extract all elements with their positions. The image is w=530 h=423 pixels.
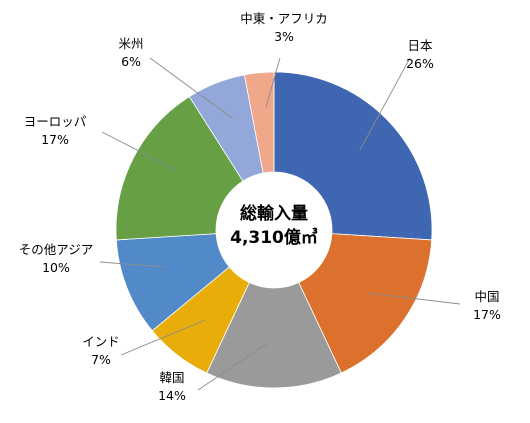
slice-name-label-1: 中国 bbox=[474, 289, 499, 304]
slice-name-label-0: 日本 bbox=[407, 38, 433, 53]
labels-layer: 日本 26% 中国 17% 韓国 14% インド 7% その他アジア 10% ヨーロッパ 17% 米州 6… bbox=[19, 11, 501, 403]
leader-line-1 bbox=[367, 292, 461, 305]
slice-name-label-5: ヨーロッパ bbox=[24, 114, 87, 129]
slice-value-label-4: 10% bbox=[42, 260, 70, 275]
leader-line-4 bbox=[99, 261, 166, 268]
slice-value-label-6: 6% bbox=[121, 54, 141, 69]
center-label-line2: 4,310億㎥ bbox=[230, 227, 318, 248]
slice-value-label-1: 17% bbox=[473, 307, 501, 322]
leader-line-0 bbox=[359, 57, 411, 151]
slice-name-label-4: その他アジア bbox=[19, 242, 94, 257]
leader-line-5 bbox=[101, 131, 179, 172]
slice-value-label-0: 26% bbox=[406, 56, 434, 71]
leader-line-2 bbox=[197, 342, 269, 391]
slice-value-label-2: 14% bbox=[158, 388, 186, 403]
slice-name-label-3: インド bbox=[82, 334, 120, 349]
slice-0 bbox=[273, 71, 433, 241]
slice-name-label-2: 韓国 bbox=[159, 370, 184, 385]
slice-7 bbox=[243, 71, 275, 174]
leader-line-3 bbox=[120, 319, 206, 356]
slice-name-label-6: 米州 bbox=[118, 36, 143, 51]
center-label-line1: 総輸入量 bbox=[240, 203, 308, 224]
slice-name-label-7: 中東・アフリカ bbox=[240, 11, 328, 26]
slice-5 bbox=[115, 96, 244, 241]
leader-lines-layer bbox=[99, 57, 461, 391]
slice-value-label-7: 3% bbox=[274, 29, 294, 44]
leader-line-6 bbox=[149, 57, 233, 119]
slice-1 bbox=[298, 233, 433, 374]
slice-value-label-5: 17% bbox=[41, 132, 69, 147]
leader-line-7 bbox=[265, 57, 281, 108]
slice-value-label-3: 7% bbox=[91, 352, 111, 367]
